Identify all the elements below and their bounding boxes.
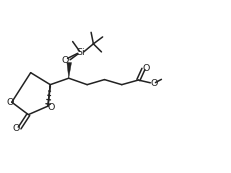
Text: O: O (13, 124, 20, 133)
Text: O: O (47, 103, 55, 112)
Text: Si: Si (76, 48, 85, 57)
Polygon shape (67, 62, 71, 78)
Text: O: O (61, 56, 68, 65)
Text: O: O (142, 63, 149, 72)
Text: O: O (6, 98, 14, 107)
Text: O: O (150, 79, 157, 88)
